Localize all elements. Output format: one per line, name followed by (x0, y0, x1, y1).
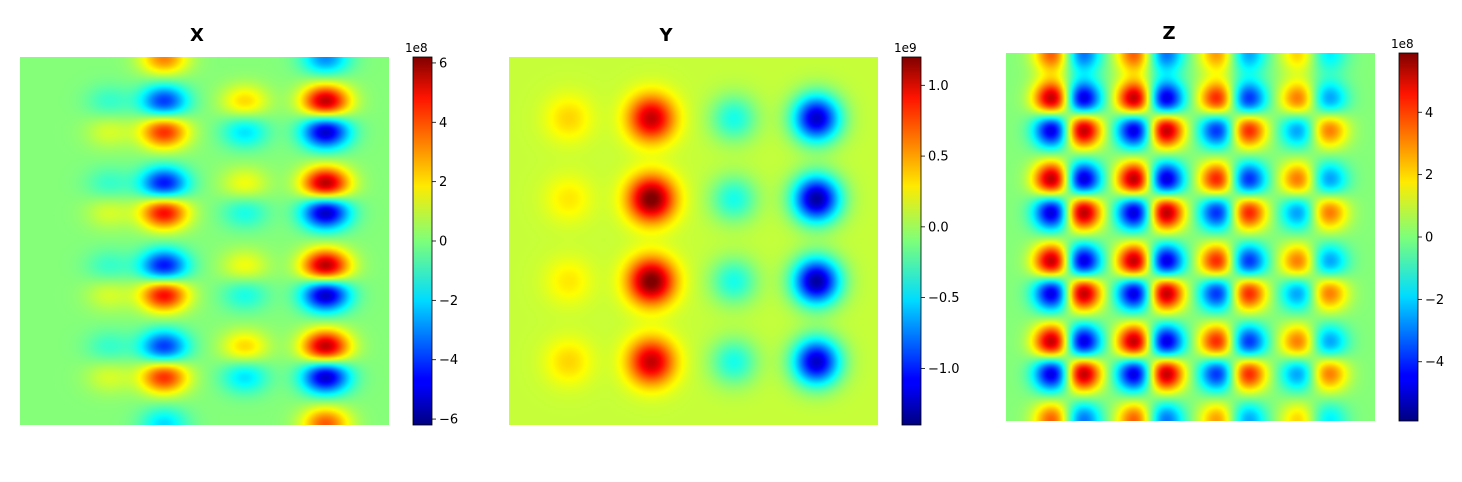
colorbar-tick-label: −4 (1425, 355, 1444, 370)
heatmap-z (1006, 53, 1375, 421)
colorbar-tick-label: 2 (1425, 168, 1433, 183)
colorbar-x (412, 56, 433, 426)
colorbar-tick-label: −0.5 (928, 291, 960, 306)
colorbar-exponent-x: 1e8 (405, 41, 428, 55)
colorbar-tick-label: 4 (439, 116, 447, 131)
colorbar-tick-label: −4 (439, 353, 458, 368)
panel-y: Y 1e9 −1.0 −0.5 0.0 0.5 1.0 (509, 25, 960, 426)
heatmap-x (20, 57, 389, 425)
colorbar-tick-label: 0 (439, 235, 447, 250)
colorbar-tick-label: −2 (1425, 293, 1444, 308)
colorbar-tick-label: 2 (439, 175, 447, 190)
heatmap-y (509, 57, 878, 425)
colorbar-tick-label: −2 (439, 294, 458, 309)
colorbar-ticks-x: −6 −4 −2 0 2 4 6 (432, 56, 458, 428)
colorbar-y (901, 56, 922, 426)
colorbar-tick-label: 0 (1425, 231, 1433, 246)
panel-x: X 1e8 −6 −4 −2 0 2 4 6 (20, 25, 458, 428)
colorbar-exponent-z: 1e8 (1391, 37, 1414, 51)
panel-z: Z 1e8 −4 −2 0 2 4 (1006, 23, 1444, 422)
title-y: Y (658, 25, 673, 46)
colorbar-tick-label: 0.0 (928, 220, 949, 235)
colorbar-ticks-z: −4 −2 0 2 4 (1418, 106, 1444, 370)
colorbar-tick-label: 0.5 (928, 150, 949, 165)
title-z: Z (1162, 23, 1175, 44)
colorbar-tick-label: 1.0 (928, 79, 949, 94)
colorbar-tick-label: −6 (439, 413, 458, 428)
colorbar-tick-label: −1.0 (928, 362, 960, 377)
title-x: X (190, 25, 204, 46)
colorbar-exponent-y: 1e9 (894, 41, 917, 55)
colorbar-ticks-y: −1.0 −0.5 0.0 0.5 1.0 (921, 79, 960, 377)
colorbar-tick-label: 6 (439, 56, 447, 71)
colorbar-tick-label: 4 (1425, 106, 1433, 121)
colorbar-z (1398, 52, 1419, 422)
